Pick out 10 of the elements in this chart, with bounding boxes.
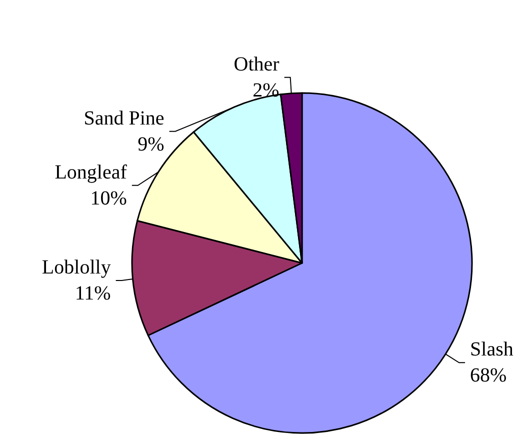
slice-label: Sand Pine <box>84 107 164 130</box>
data-label: 10% <box>90 187 127 210</box>
data-label: 11% <box>74 282 111 305</box>
slice-label: Longleaf <box>54 161 128 184</box>
data-label: 9% <box>138 133 164 156</box>
slice-label: Other <box>234 53 280 76</box>
slice-label: Loblolly <box>42 256 111 279</box>
data-label: 68% <box>470 364 507 387</box>
slice-label: Slash <box>470 338 514 361</box>
data-label: 2% <box>252 79 280 102</box>
